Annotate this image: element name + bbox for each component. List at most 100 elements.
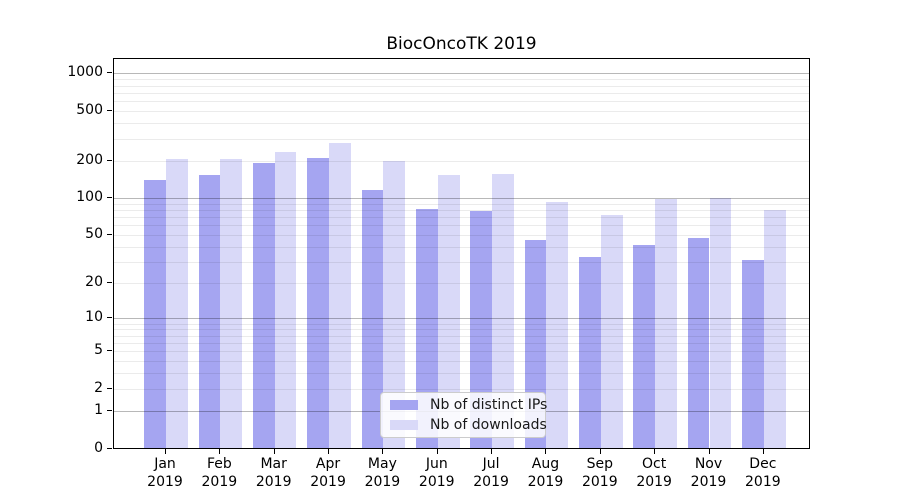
bar-downloads [329, 142, 351, 448]
x-tick-label: Aug 2019 [527, 456, 564, 490]
y-tick-mark [107, 387, 112, 389]
x-tick-label: May 2019 [364, 456, 401, 490]
chart-title: BiocOncoTK 2019 [386, 34, 537, 54]
grid-line-minor [114, 323, 809, 325]
x-tick-label: Oct 2019 [636, 456, 672, 490]
grid-line-minor [114, 283, 809, 285]
grid-line-minor [114, 351, 809, 353]
bar-downloads [763, 210, 786, 448]
bar-downloads [546, 202, 569, 448]
y-tick-mark [107, 196, 112, 198]
y-tick-mark [107, 317, 112, 319]
x-tick-mark [762, 449, 764, 454]
grid-line-minor [114, 209, 809, 211]
grid-line-minor [114, 361, 809, 363]
bar-distinct-ips [198, 174, 221, 448]
grid-line-minor [114, 225, 809, 227]
x-tick-mark [328, 449, 330, 454]
bar-distinct-ips [144, 180, 166, 448]
bar-downloads [383, 161, 406, 448]
x-tick-mark [599, 449, 601, 454]
grid-line-minor [114, 329, 809, 331]
x-tick-mark [382, 449, 384, 454]
bar-downloads [437, 174, 460, 448]
grid-line-minor [114, 138, 809, 140]
grid-line-minor [114, 342, 809, 344]
y-tick-label: 5 [94, 342, 103, 359]
x-tick-mark [545, 449, 547, 454]
legend-label-downloads: Nb of downloads [430, 417, 547, 433]
x-tick-mark [436, 449, 438, 454]
x-tick-label: Jan 2019 [147, 456, 183, 490]
y-tick-label: 20 [85, 274, 103, 291]
legend-entry-distinct-ips: Nb of distinct IPs [390, 397, 547, 413]
y-tick-mark [107, 447, 112, 449]
x-tick-label: Nov 2019 [690, 456, 727, 490]
grid-line-minor [114, 388, 809, 390]
grid-line-minor [114, 85, 809, 87]
bar-downloads [166, 159, 188, 448]
y-tick-label: 1 [94, 401, 103, 418]
x-tick-mark [273, 449, 275, 454]
bar-distinct-ips [742, 260, 764, 448]
y-tick-mark [107, 159, 112, 161]
y-tick-mark [107, 282, 112, 284]
bar-downloads [492, 173, 514, 448]
bar-distinct-ips [361, 189, 384, 448]
y-tick-label: 2 [94, 379, 103, 396]
x-tick-mark [708, 449, 710, 454]
x-tick-mark [165, 449, 166, 454]
grid-line-minor [114, 203, 809, 205]
grid-line-minor [114, 235, 809, 237]
y-tick-mark [107, 72, 112, 74]
y-tick-label: 50 [85, 226, 103, 243]
grid-line-minor [114, 111, 809, 113]
x-tick-mark [654, 449, 656, 454]
grid-line-minor [114, 160, 809, 162]
bar-distinct-ips [633, 244, 656, 448]
x-tick-label: Apr 2019 [310, 456, 346, 490]
x-tick-label: Dec 2019 [745, 456, 781, 490]
grid-line-minor [114, 79, 809, 81]
grid-line-minor [114, 92, 809, 94]
y-tick-label: 100 [76, 188, 103, 205]
y-tick-label: 200 [76, 151, 103, 168]
bar-distinct-ips [579, 256, 601, 448]
grid-line-major [114, 318, 809, 320]
grid-line-minor [114, 246, 809, 248]
plot-area: Nb of distinct IPs Nb of downloads [113, 58, 810, 449]
grid-line-minor [114, 217, 809, 219]
x-tick-label: Mar 2019 [255, 456, 292, 490]
bar-downloads [274, 151, 297, 448]
bar-distinct-ips [687, 237, 710, 448]
y-tick-label: 500 [76, 102, 103, 119]
legend-entry-downloads: Nb of downloads [390, 417, 547, 433]
bar-distinct-ips [307, 158, 330, 448]
y-tick-mark [107, 409, 112, 411]
y-tick-mark [107, 350, 112, 352]
grid-line-minor [114, 335, 809, 337]
y-tick-label: 10 [85, 309, 103, 326]
bar-distinct-ips [252, 162, 275, 448]
grid-line-minor [114, 123, 809, 125]
x-tick-label: Sep 2019 [581, 456, 618, 490]
legend: Nb of distinct IPs Nb of downloads [380, 392, 547, 438]
grid-line-minor [114, 101, 809, 103]
bar-downloads [655, 198, 677, 448]
grid-line-minor [114, 262, 809, 264]
bar-downloads [600, 215, 623, 448]
x-tick-label: Jun 2019 [418, 456, 455, 490]
bar-distinct-ips [470, 210, 493, 448]
y-tick-label: 0 [94, 439, 103, 456]
bar-downloads [709, 197, 732, 448]
legend-swatch-distinct-ips [390, 400, 418, 410]
x-tick-mark [219, 449, 221, 454]
x-tick-label: Jul 2019 [473, 456, 509, 490]
legend-label-distinct-ips: Nb of distinct IPs [430, 397, 548, 413]
bar-distinct-ips [415, 208, 438, 448]
y-tick-label: 1000 [67, 64, 103, 81]
y-tick-mark [107, 110, 112, 112]
bar-downloads [220, 159, 243, 448]
legend-swatch-downloads [390, 420, 418, 430]
